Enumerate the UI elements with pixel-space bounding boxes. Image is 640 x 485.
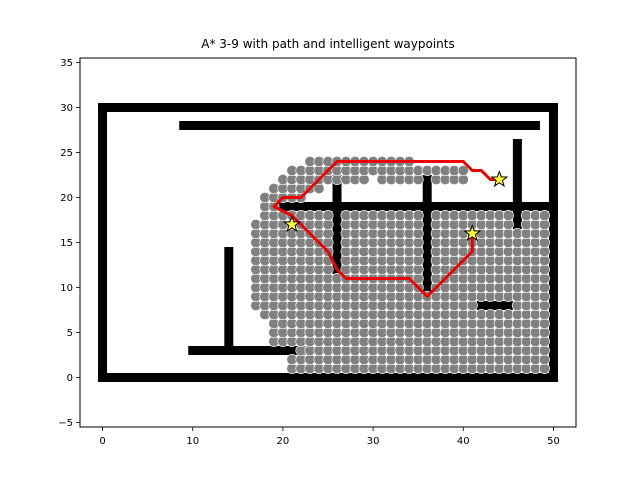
explored-node bbox=[502, 210, 514, 222]
explored-node bbox=[457, 165, 469, 177]
waypoint-star-1 bbox=[463, 224, 482, 242]
y-axis: −5 0 5 10 15 20 25 30 35 bbox=[58, 58, 80, 429]
chart-title: A* 3-9 with path and intelligent waypoin… bbox=[201, 37, 454, 51]
explored-node bbox=[538, 210, 550, 222]
y-tick-label: 35 bbox=[60, 58, 73, 69]
x-tick-label: 30 bbox=[367, 436, 380, 447]
x-tick-label: 50 bbox=[547, 436, 560, 447]
y-tick-label: 5 bbox=[67, 328, 73, 339]
x-tick-label: 10 bbox=[186, 436, 199, 447]
waypoint-star-2 bbox=[490, 170, 509, 188]
explored-node bbox=[412, 210, 424, 222]
y-tick-label: 0 bbox=[67, 373, 73, 384]
y-tick-label: 25 bbox=[60, 148, 73, 159]
x-tick-label: 20 bbox=[277, 436, 290, 447]
y-tick-label: 20 bbox=[60, 193, 73, 204]
obstacle-layer bbox=[98, 103, 558, 382]
path-line bbox=[272, 160, 501, 298]
x-axis: 0 10 20 30 40 50 bbox=[99, 427, 560, 447]
waypoint-layer bbox=[282, 170, 509, 242]
waypoint-star-0 bbox=[282, 215, 301, 233]
x-tick-label: 0 bbox=[99, 436, 105, 447]
y-tick-label: 30 bbox=[60, 103, 73, 114]
y-tick-label: −5 bbox=[58, 418, 73, 429]
explored-layer bbox=[250, 156, 550, 374]
x-tick-label: 40 bbox=[457, 436, 470, 447]
y-tick-label: 15 bbox=[60, 238, 73, 249]
explored-node bbox=[322, 210, 334, 222]
path-layer bbox=[272, 160, 501, 298]
y-tick-label: 10 bbox=[60, 283, 73, 294]
